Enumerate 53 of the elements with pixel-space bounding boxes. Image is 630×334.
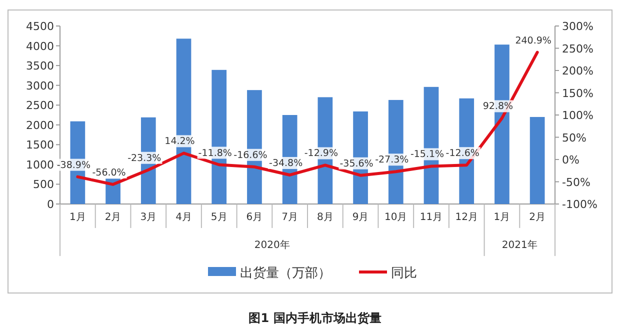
x-tick-label: 6月 [246,212,263,223]
x-tick-label: 3月 [140,212,157,223]
y2-tick-label: -50% [562,176,590,189]
legend-label: 同比 [391,266,417,281]
y-tick-label: 1500 [26,138,54,152]
x-tick-label: 8月 [316,212,334,223]
y2-tick-label: 300% [562,20,594,33]
data-label: -34.8% [269,158,303,169]
x-tick-label: 10月 [384,212,408,223]
y-tick-label: 4500 [26,20,54,33]
y2-tick-label: 0% [562,154,580,166]
data-label: -12.9% [304,148,338,160]
y-tick-label: 4000 [26,40,54,53]
y2-tick-label: 100% [562,109,594,122]
text: 2021年 [502,239,538,251]
legend-label: 出货量（万部） [240,266,331,281]
data-label: 92.8% [482,101,514,112]
data-label: -23.3% [128,152,162,164]
y-tick-label: 3500 [26,60,54,73]
x-tick-label: 1月 [494,212,510,223]
y-tick-label: 500 [33,178,54,192]
y2-tick-label: 250% [562,42,594,56]
y2-tick-label: 150% [562,86,594,100]
y-tick-label: 1000 [26,158,54,172]
x-tick-label: 9月 [352,212,369,223]
y-tick-label: 2500 [26,99,54,112]
text: 2020年 [254,239,290,251]
y2-tick-label: -100% [562,198,598,211]
data-label: -38.9% [56,160,90,171]
y2-tick-label: 50% [562,131,586,144]
data-label: -35.6% [340,158,374,170]
bar [530,116,545,204]
data-label: -27.3% [375,154,409,166]
x-tick-label: 7月 [282,212,298,223]
data-label: 240.9% [515,35,552,46]
data-label: -11.8% [198,148,232,159]
data-label: -12.6% [446,148,480,160]
y-tick-label: 0 [47,198,54,211]
x-tick-label: 2月 [104,212,122,223]
x-tick-label: 1月 [69,212,86,223]
x-tick-label: 5月 [210,212,228,223]
x-tick-label: 11月 [420,212,443,223]
y-tick-label: 2000 [26,118,54,132]
text: 图1 国内手机市场出货量 [248,311,382,325]
data-label: -15.1% [410,149,444,160]
data-label: 14.2% [164,136,195,148]
x-tick-label: 12月 [455,212,478,223]
y-tick-label: 3000 [26,79,54,92]
data-label: -56.0% [92,167,126,178]
x-tick-label: 2月 [529,212,546,223]
x-tick-label: 4月 [176,212,192,223]
y2-tick-label: 200% [562,64,594,78]
data-label: -16.6% [234,150,268,161]
